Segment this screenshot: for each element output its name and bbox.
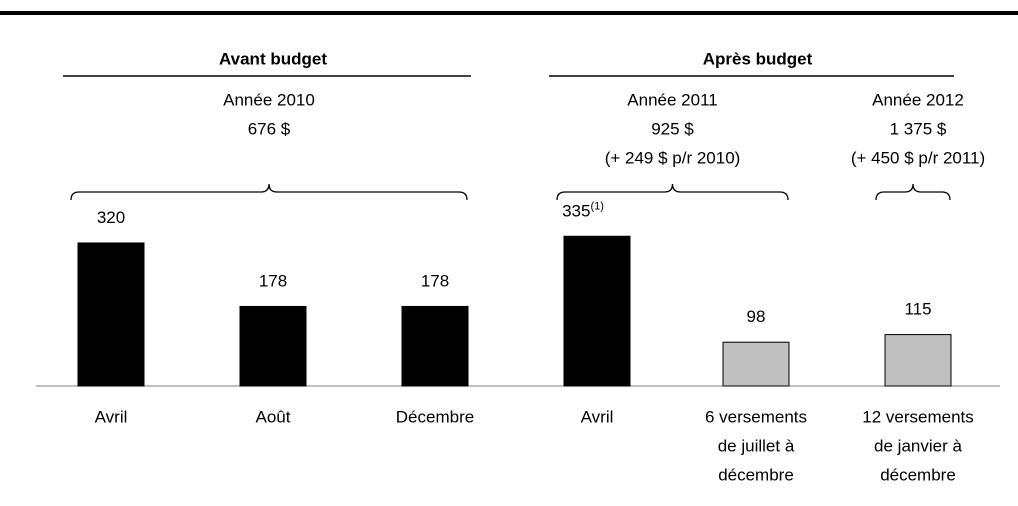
brace (556, 183, 789, 201)
value-label: 335(1) (562, 200, 604, 221)
top-rule (0, 11, 1018, 15)
bar (77, 242, 145, 387)
x-tick-label: Décembre (396, 407, 474, 426)
x-tick-label: de juillet à (718, 436, 795, 455)
value-label: 178 (421, 272, 449, 291)
bar (401, 305, 469, 387)
bar (563, 235, 631, 387)
brace (70, 183, 468, 201)
x-tick-label: de janvier à (874, 436, 962, 455)
period-label: 925 $ (651, 119, 694, 138)
x-tick-label: décembre (718, 465, 794, 484)
value-text: 178 (259, 272, 287, 291)
value-label: 320 (97, 208, 125, 227)
period-label: 676 $ (248, 119, 291, 138)
period-label: Année 2011 (627, 90, 717, 109)
value-text: 98 (747, 308, 766, 327)
footnote-mark: (1) (590, 200, 603, 212)
brace (875, 183, 951, 201)
value-text: 335 (562, 202, 590, 221)
bar (722, 341, 790, 387)
value-text: 178 (421, 272, 449, 291)
period-label: (+ 450 $ p/r 2011) (851, 148, 985, 167)
value-text: 320 (97, 208, 125, 227)
period-label: Année 2012 (872, 90, 964, 109)
value-text: 115 (904, 300, 931, 319)
x-tick-label: décembre (880, 465, 956, 484)
period-label: 1 375 $ (890, 119, 947, 138)
period-label: (+ 249 $ p/r 2010) (605, 148, 741, 167)
value-label: 98 (747, 308, 766, 327)
x-tick-label: Août (256, 407, 291, 426)
value-label: 178 (259, 272, 287, 291)
x-tick-label: 12 versements (862, 407, 974, 426)
group-label: Après budget (703, 49, 813, 68)
x-tick-label: 6 versements (705, 407, 807, 426)
period-label: Année 2010 (223, 90, 315, 109)
value-label: 115 (904, 300, 931, 319)
x-tick-label: Avril (95, 407, 128, 426)
group-label: Avant budget (219, 49, 327, 68)
bar (884, 334, 952, 387)
bar (239, 305, 307, 387)
x-tick-label: Avril (581, 407, 614, 426)
